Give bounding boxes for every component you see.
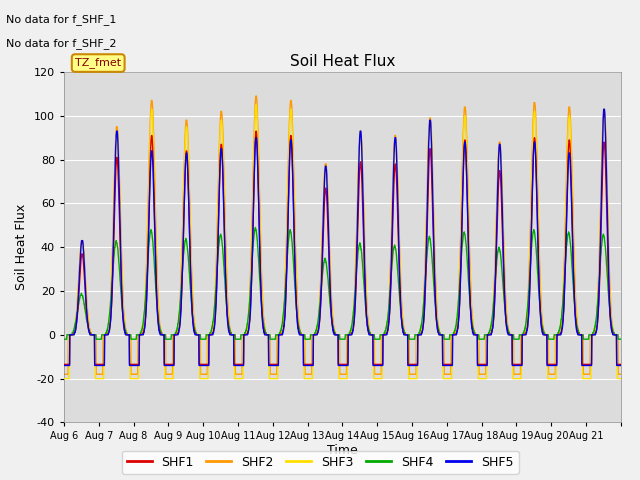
X-axis label: Time: Time (327, 444, 358, 457)
Line: SHF5: SHF5 (64, 109, 621, 365)
SHF2 (541, 332, 549, 338)
SHF3 (609, 330, 617, 336)
Text: No data for f_SHF_1: No data for f_SHF_1 (6, 14, 116, 25)
Legend: SHF1, SHF2, SHF3, SHF4, SHF5: SHF1, SHF2, SHF3, SHF4, SHF5 (122, 451, 518, 474)
Line: SHF2: SHF2 (64, 96, 621, 374)
SHF4 (541, 332, 549, 338)
SHF4 (376, 336, 384, 342)
SHF5 (617, 362, 625, 368)
SHF4 (510, 336, 518, 342)
SHF2 (617, 372, 625, 377)
SHF1 (510, 361, 518, 367)
SHF5 (376, 362, 383, 368)
SHF4 (116, 268, 124, 274)
SHF4 (617, 336, 625, 342)
SHF2 (116, 181, 124, 187)
Text: No data for f_SHF_2: No data for f_SHF_2 (6, 38, 117, 49)
SHF5 (609, 332, 617, 338)
SHF5 (236, 362, 244, 368)
Text: TZ_fmet: TZ_fmet (75, 58, 121, 69)
SHF2 (60, 372, 68, 377)
SHF1 (617, 361, 625, 367)
Y-axis label: Soil Heat Flux: Soil Heat Flux (15, 204, 28, 290)
SHF5 (541, 332, 549, 338)
SHF1 (376, 361, 384, 367)
SHF3 (617, 376, 625, 382)
Line: SHF3: SHF3 (64, 105, 621, 379)
SHF3 (116, 194, 124, 200)
SHF3 (236, 376, 244, 382)
SHF2 (376, 372, 384, 377)
SHF3 (252, 102, 260, 108)
SHF4 (252, 225, 259, 230)
SHF5 (116, 203, 124, 208)
SHF1 (252, 128, 260, 134)
SHF3 (60, 376, 68, 382)
SHF5 (60, 362, 68, 368)
SHF5 (600, 107, 608, 112)
SHF2 (609, 325, 617, 331)
SHF4 (236, 336, 244, 342)
SHF4 (609, 327, 617, 333)
SHF1 (541, 332, 549, 337)
SHF2 (236, 372, 244, 377)
SHF4 (60, 336, 68, 342)
SHF1 (116, 220, 124, 226)
SHF1 (609, 330, 617, 336)
SHF5 (510, 362, 518, 368)
SHF2 (510, 372, 518, 377)
Line: SHF1: SHF1 (64, 131, 621, 364)
SHF2 (252, 93, 260, 99)
Title: Soil Heat Flux: Soil Heat Flux (290, 54, 395, 70)
SHF1 (60, 361, 68, 367)
Line: SHF4: SHF4 (64, 228, 621, 339)
SHF3 (376, 376, 384, 382)
SHF1 (236, 361, 244, 367)
SHF3 (510, 376, 518, 382)
SHF3 (541, 332, 549, 338)
